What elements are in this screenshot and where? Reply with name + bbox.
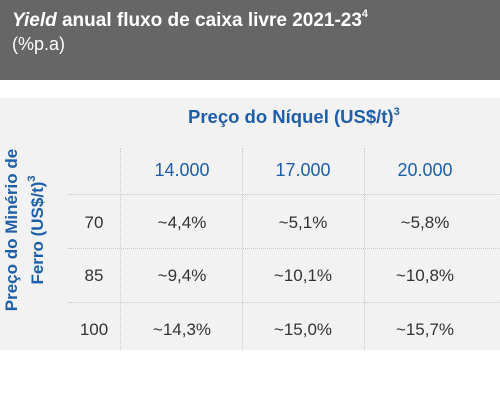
column-axis-title: Preço do Níquel (US$/t)3 [188, 106, 400, 128]
table-cell: ~4,4% [157, 213, 207, 232]
chart-subtitle: (%p.a) [12, 34, 66, 54]
row-header: 70 [84, 213, 104, 232]
chart-title-text: anual fluxo de caixa livre 2021-23 [56, 10, 362, 31]
grid-line-horizontal [68, 248, 500, 249]
table-cell: ~14,3% [152, 320, 212, 339]
chart-title: Yield anual fluxo de caixa livre 2021-23… [12, 8, 368, 32]
chart-title-footnote: 4 [361, 8, 369, 20]
row-axis-label-line2-wrap: Ferro (US$/t)3 [22, 149, 48, 311]
column-header: 20.000 [397, 160, 453, 180]
sensitivity-table: Preço do Níquel (US$/t)3 Preço do Minéri… [0, 98, 500, 350]
table-cell: ~10,8% [395, 266, 455, 285]
row-header: 100 [79, 320, 109, 339]
row-axis-footnote: 3 [26, 175, 38, 182]
row-axis-label-wrap: Preço do Minério de Ferro (US$/t)3 [2, 149, 48, 311]
column-header: 17.000 [275, 160, 331, 180]
row-axis-label-line1: Preço do Minério de [2, 148, 21, 312]
column-axis-footnote: 3 [393, 106, 400, 118]
grid-line-vertical [364, 148, 365, 350]
table-cell: ~15,7% [395, 320, 455, 339]
row-header: 85 [84, 266, 104, 285]
column-header: 14.000 [154, 160, 210, 180]
table-cell: ~9,4% [157, 266, 207, 285]
table-cell: ~5,8% [400, 213, 450, 232]
grid-line-horizontal [68, 194, 500, 195]
chart-title-yield: Yield [12, 10, 57, 31]
table-cell: ~10,1% [273, 266, 333, 285]
table-cell: ~15,0% [273, 320, 333, 339]
grid-line-vertical [120, 148, 121, 350]
row-axis-label-line2: Ferro (US$/t) [28, 181, 47, 285]
table-cell: ~5,1% [278, 213, 328, 232]
grid-line-vertical [242, 148, 243, 350]
grid-line-horizontal [68, 302, 500, 303]
column-axis-label: Preço do Níquel (US$/t) [188, 106, 394, 127]
chart-header: Yield anual fluxo de caixa livre 2021-23… [0, 0, 500, 80]
